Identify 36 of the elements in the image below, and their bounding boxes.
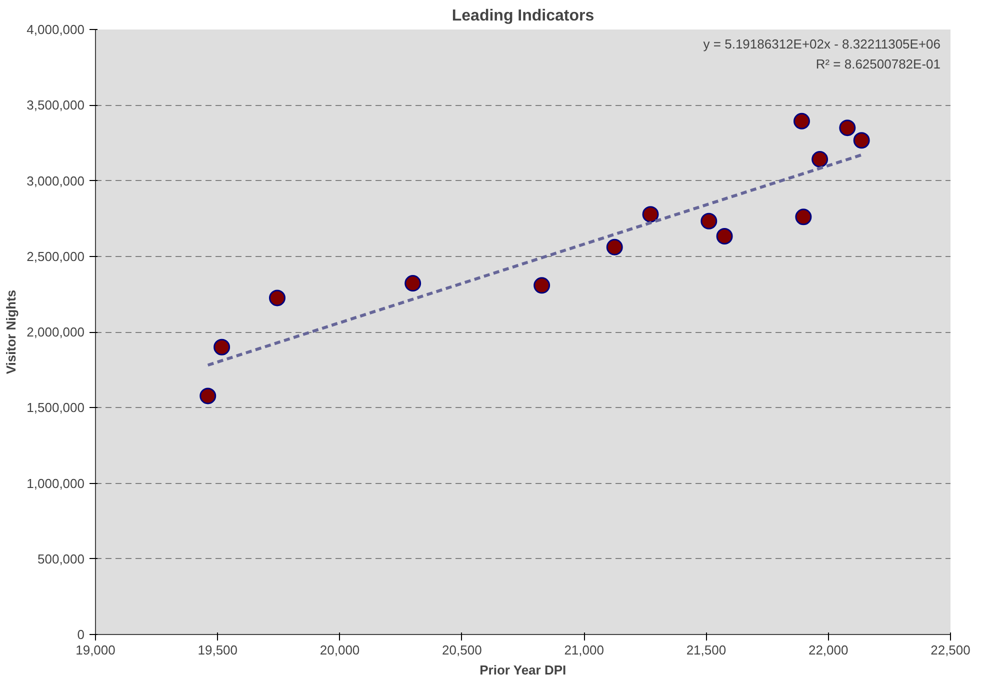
x-axis-title: Prior Year DPI xyxy=(480,662,566,678)
x-tick-label: 20,000 xyxy=(320,642,360,658)
annotation: R² = 8.62500782E-01 xyxy=(816,56,941,72)
point xyxy=(200,388,216,404)
y-axis-title: Visitor Nights xyxy=(4,290,19,374)
x-tick-label: 19,500 xyxy=(198,642,238,658)
point xyxy=(404,275,422,292)
y-tick-label: 4,000,000 xyxy=(26,22,85,37)
x-tick-label: 20,500 xyxy=(442,642,482,658)
point xyxy=(269,290,286,306)
y-tick-label: 1,500,000 xyxy=(26,400,85,416)
point xyxy=(700,212,718,230)
point xyxy=(795,208,812,226)
x-tick-label: 22,500 xyxy=(930,642,970,658)
y-tick-label: 3,000,000 xyxy=(26,173,85,188)
point xyxy=(716,228,733,244)
y-tick-label: 500,000 xyxy=(38,551,85,566)
x-tick-label: 21,500 xyxy=(686,642,726,658)
point xyxy=(793,112,810,130)
x-tick-label: 22,000 xyxy=(808,642,848,658)
point xyxy=(214,338,230,356)
y-tick-label: 2,000,000 xyxy=(26,324,85,340)
point xyxy=(642,206,659,223)
point xyxy=(812,151,828,168)
y-tick-label: 3,500,000 xyxy=(26,98,85,113)
point xyxy=(853,132,870,149)
annotation: y = 5.19186312E+02x - 8.32211305E+06 xyxy=(703,36,941,52)
y-tick-label: 0 xyxy=(77,627,85,642)
x-tick-label: 19,000 xyxy=(76,642,116,658)
point xyxy=(534,277,550,294)
y-tick-label: 1,000,000 xyxy=(26,476,85,491)
point xyxy=(606,238,623,256)
x-tick-label: 21,000 xyxy=(564,642,604,658)
point xyxy=(839,120,856,136)
chart-title: Leading Indicators xyxy=(452,8,594,24)
y-tick-label: 2,500,000 xyxy=(26,248,85,264)
